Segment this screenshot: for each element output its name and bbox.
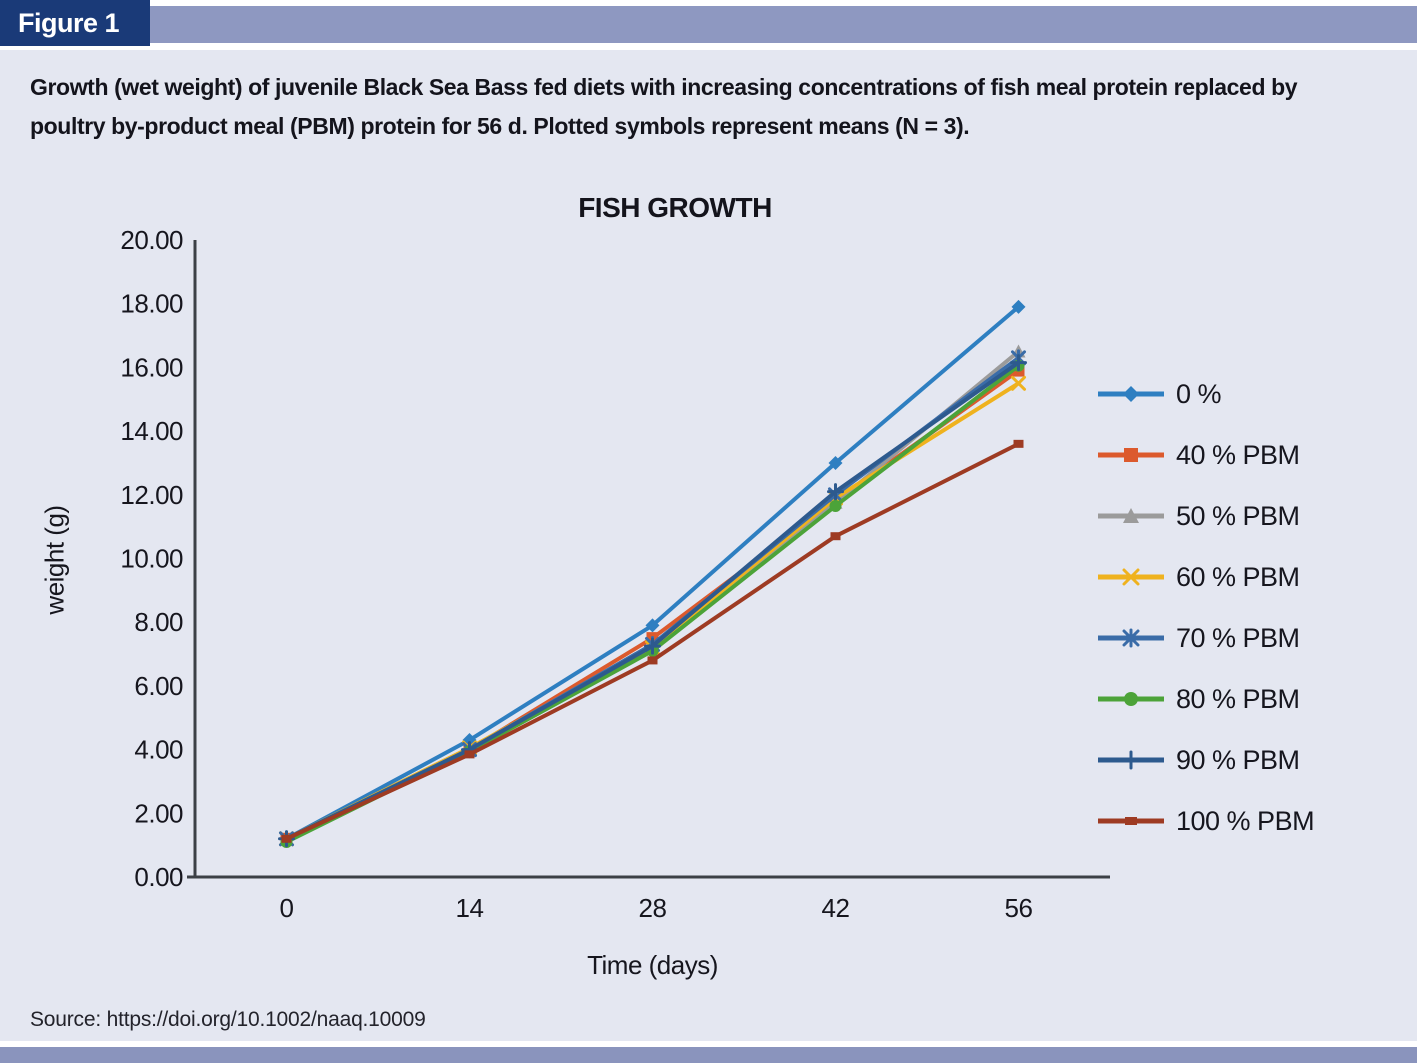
legend-marker-icon [1098,568,1164,586]
legend-item-label: 70 % PBM [1176,622,1300,653]
legend-item: 0 % [1098,378,1408,409]
legend-marker-icon [1098,508,1164,523]
legend-item-label: 60 % PBM [1176,561,1300,592]
legend-marker-icon [1098,750,1164,770]
svg-text:20.00: 20.00 [120,225,183,255]
legend-item: 50 % PBM [1098,500,1408,531]
svg-text:0: 0 [280,893,294,923]
legend-item: 70 % PBM [1098,622,1408,653]
svg-text:12.00: 12.00 [120,480,183,510]
svg-text:10.00: 10.00 [120,544,183,574]
source-text: Source: https://doi.org/10.1002/naaq.100… [30,1008,426,1031]
svg-text:14.00: 14.00 [120,416,183,446]
legend-item: 60 % PBM [1098,561,1408,592]
legend-item-label: 80 % PBM [1176,683,1300,714]
svg-text:56: 56 [1005,893,1033,923]
bottom-bar [0,1047,1417,1063]
legend-marker-icon [1098,628,1164,648]
figure-caption: Growth (wet weight) of juvenile Black Se… [30,74,1298,139]
legend-item-label: 0 % [1176,378,1222,409]
svg-text:16.00: 16.00 [120,352,183,382]
legend-item-label: 40 % PBM [1176,439,1300,470]
legend-item: 40 % PBM [1098,439,1408,470]
svg-text:4.00: 4.00 [134,735,183,765]
legend-item: 90 % PBM [1098,744,1408,775]
x-axis-label: Time (days) [587,950,718,980]
svg-text:42: 42 [822,893,850,923]
chart-title: FISH GROWTH [578,192,772,223]
legend: 0 % 40 % PBM 50 % PBM 60 % PBM 70 % PBM 80 % … [1098,378,1408,836]
svg-text:6.00: 6.00 [134,671,183,701]
legend-item-label: 100 % PBM [1176,805,1315,836]
legend-item: 100 % PBM [1098,805,1408,836]
svg-text:28: 28 [639,893,667,923]
svg-text:2.00: 2.00 [134,798,183,828]
legend-marker-icon [1098,817,1164,825]
svg-text:0.00: 0.00 [134,862,183,892]
legend-item: 80 % PBM [1098,683,1408,714]
svg-text:18.00: 18.00 [120,289,183,319]
legend-marker-icon [1098,448,1164,462]
svg-text:14: 14 [456,893,484,923]
svg-text:8.00: 8.00 [134,607,183,637]
figure-label-box: Figure 1 [0,0,150,46]
legend-marker-icon [1098,692,1164,706]
legend-item-label: 50 % PBM [1176,500,1300,531]
y-axis-label: weight (g) [39,505,70,615]
figure-label: Figure 1 [18,7,120,38]
legend-item-label: 90 % PBM [1176,744,1300,775]
legend-marker-icon [1098,386,1164,402]
header-bar [0,6,1417,43]
